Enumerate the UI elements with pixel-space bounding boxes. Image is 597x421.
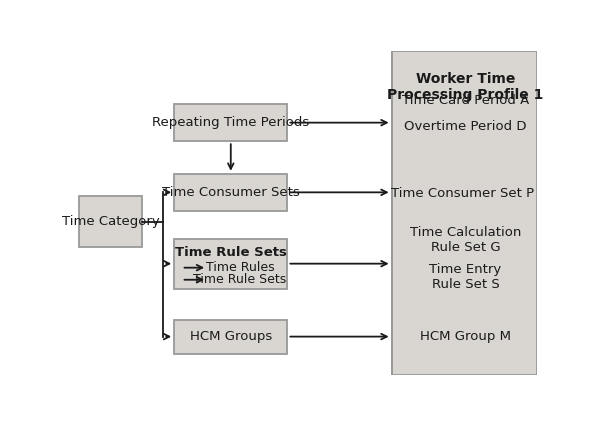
Bar — [79, 196, 141, 247]
Bar — [174, 320, 288, 354]
Text: Overtime Period D: Overtime Period D — [404, 120, 527, 133]
Text: Time Entry
Rule Set S: Time Entry Rule Set S — [429, 264, 501, 291]
Bar — [174, 239, 288, 289]
Text: Time Calculation
Rule Set G: Time Calculation Rule Set G — [410, 226, 521, 254]
Text: HCM Group M: HCM Group M — [420, 330, 511, 343]
Text: HCM Groups: HCM Groups — [190, 330, 272, 343]
Bar — [392, 51, 537, 375]
Text: Repeating Time Periods: Repeating Time Periods — [152, 116, 309, 129]
Bar — [174, 174, 288, 211]
Text: Time Consumer Sets: Time Consumer Sets — [162, 186, 300, 199]
Text: Time Consumer Set P: Time Consumer Set P — [391, 187, 534, 200]
Text: Time Rules: Time Rules — [205, 261, 274, 274]
Text: Time Card Period A: Time Card Period A — [402, 94, 529, 107]
Text: Time Rule Sets: Time Rule Sets — [175, 246, 287, 259]
Text: Worker Time
Processing Profile 1: Worker Time Processing Profile 1 — [387, 72, 544, 102]
Text: Time Rule Sets: Time Rule Sets — [193, 273, 287, 286]
Text: Time Category: Time Category — [61, 215, 159, 228]
Bar — [174, 104, 288, 141]
